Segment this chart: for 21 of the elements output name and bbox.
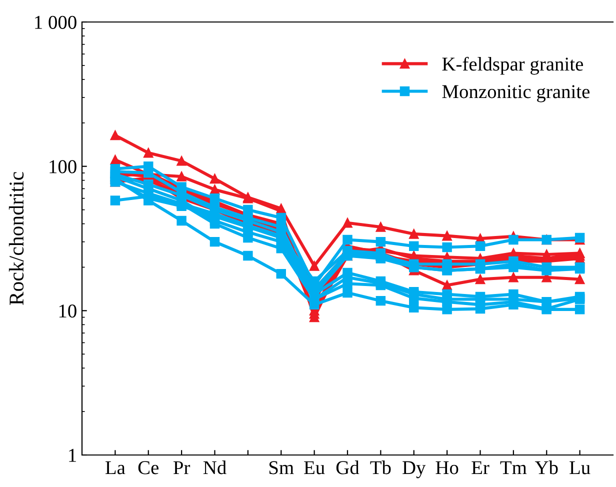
x-tick-label: La	[105, 461, 126, 474]
legend-label: Monzonitic granite	[442, 85, 590, 102]
y-tick-label: 10	[59, 304, 76, 318]
legend-label: K-feldspar granite	[442, 56, 584, 75]
x-tick-label: Ce	[138, 461, 158, 474]
x-tick-label: Pr	[173, 461, 190, 474]
x-tick-label: Lu	[570, 461, 590, 474]
x-tick-label: Sm	[269, 461, 294, 474]
x-tick-label: Ho	[436, 461, 458, 474]
y-tick-label: 1	[69, 448, 76, 462]
x-tick-label: Gd	[336, 460, 360, 474]
x-tick-label: Tm	[500, 461, 527, 474]
x-tick-label: Tb	[370, 460, 391, 474]
y-tick-label: 1 000	[35, 16, 76, 29]
x-tick-label: Dy	[402, 461, 426, 478]
y-axis-title: Rock/chondritic	[8, 172, 24, 306]
x-tick-label: Nd	[203, 460, 226, 474]
y-tick-label: 100	[50, 160, 76, 174]
x-tick-label: Yb	[534, 460, 558, 474]
x-tick-label: Eu	[304, 461, 325, 474]
x-tick-label: Er	[472, 461, 490, 474]
